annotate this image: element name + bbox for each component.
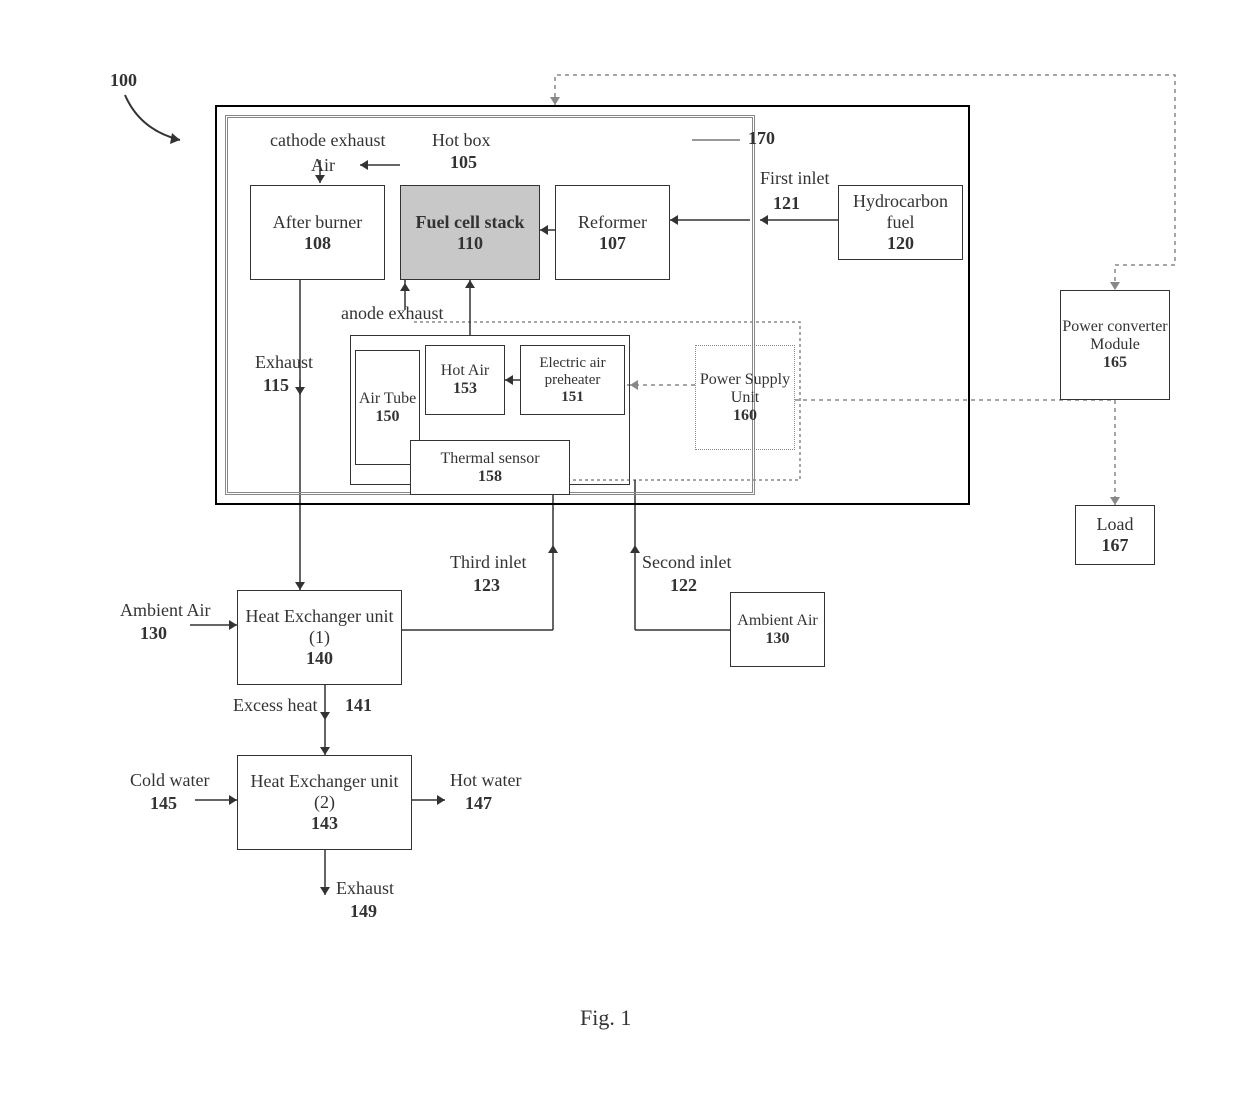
fuel-cell-system-diagram: After burner 108 Fuel cell stack 110 Ref… xyxy=(0,0,1240,1105)
hot-air-ref: 153 xyxy=(453,380,477,398)
ref-141: 141 xyxy=(345,695,372,716)
thermal-sensor-label: Thermal sensor xyxy=(440,450,539,468)
power-converter-ref: 165 xyxy=(1103,354,1127,372)
hydrocarbon-fuel-box: Hydrocarbon fuel 120 xyxy=(838,185,963,260)
hot-air-label: Hot Air xyxy=(441,362,489,380)
air-tube-ref: 150 xyxy=(376,408,400,426)
cathode-exhaust-label: cathode exhaust xyxy=(270,130,385,151)
ref-100: 100 xyxy=(110,70,137,91)
electric-preheater-label: Electric air preheater xyxy=(521,355,624,389)
hydrocarbon-label: Hydrocarbon fuel xyxy=(839,191,962,233)
ref-121: 121 xyxy=(773,193,800,214)
ref-122: 122 xyxy=(670,575,697,596)
ref-147: 147 xyxy=(465,793,492,814)
second-inlet-label: Second inlet xyxy=(642,552,731,573)
load-box: Load 167 xyxy=(1075,505,1155,565)
electric-preheater-ref: 151 xyxy=(561,389,584,406)
heat-exchanger-1-box: Heat Exchanger unit (1) 140 xyxy=(237,590,402,685)
power-converter-label: Power converter Module xyxy=(1061,318,1169,354)
hydrocarbon-ref: 120 xyxy=(887,233,914,254)
reformer-ref: 107 xyxy=(599,233,626,254)
ref-115: 115 xyxy=(263,375,289,396)
third-inlet-label: Third inlet xyxy=(450,552,526,573)
ref-149: 149 xyxy=(350,901,377,922)
hot-water-label: Hot water xyxy=(450,770,521,791)
after-burner-label: After burner xyxy=(273,212,362,233)
first-inlet-label: First inlet xyxy=(760,168,830,189)
after-burner-ref: 108 xyxy=(304,233,331,254)
excess-heat-label: Excess heat xyxy=(233,695,317,716)
fuel-cell-stack-box: Fuel cell stack 110 xyxy=(400,185,540,280)
ambient-air-2-box: Ambient Air 130 xyxy=(730,592,825,667)
fuel-cell-ref: 110 xyxy=(457,233,483,254)
reformer-box: Reformer 107 xyxy=(555,185,670,280)
ref-105: 105 xyxy=(450,152,477,173)
he2-ref: 143 xyxy=(311,813,338,834)
ref-123: 123 xyxy=(473,575,500,596)
exhaust-115-label: Exhaust xyxy=(255,352,313,373)
exhaust-149-label: Exhaust xyxy=(336,878,394,899)
fuel-cell-label: Fuel cell stack xyxy=(416,212,525,233)
power-converter-box: Power converter Module 165 xyxy=(1060,290,1170,400)
air-tube-label: Air Tube xyxy=(359,390,416,408)
ref-130a: 130 xyxy=(140,623,167,644)
ref-145: 145 xyxy=(150,793,177,814)
he2-label: Heat Exchanger unit (2) xyxy=(238,771,411,813)
power-supply-unit-box: Power Supply Unit 160 xyxy=(695,345,795,450)
thermal-sensor-ref: 158 xyxy=(478,468,502,486)
cathode-air-label: Air xyxy=(311,155,335,176)
he1-label: Heat Exchanger unit (1) xyxy=(238,606,401,648)
hot-air-box: Hot Air 153 xyxy=(425,345,505,415)
psu-ref: 160 xyxy=(733,407,757,425)
after-burner-box: After burner 108 xyxy=(250,185,385,280)
electric-preheater-box: Electric air preheater 151 xyxy=(520,345,625,415)
load-label: Load xyxy=(1097,514,1134,535)
cold-water-label: Cold water xyxy=(130,770,209,791)
psu-label: Power Supply Unit xyxy=(696,371,794,407)
ref-170: 170 xyxy=(748,128,775,149)
reformer-label: Reformer xyxy=(578,212,647,233)
anode-exhaust-label: anode exhaust xyxy=(341,303,443,324)
ambient-air-1-label: Ambient Air xyxy=(120,600,211,621)
ambient-air-2-label: Ambient Air xyxy=(737,612,817,630)
heat-exchanger-2-box: Heat Exchanger unit (2) 143 xyxy=(237,755,412,850)
he1-ref: 140 xyxy=(306,648,333,669)
hot-box-label: Hot box xyxy=(432,130,491,151)
ambient-air-2-ref: 130 xyxy=(766,630,790,648)
figure-caption: Fig. 1 xyxy=(580,1005,631,1031)
thermal-sensor-box: Thermal sensor 158 xyxy=(410,440,570,495)
load-ref: 167 xyxy=(1102,535,1129,556)
